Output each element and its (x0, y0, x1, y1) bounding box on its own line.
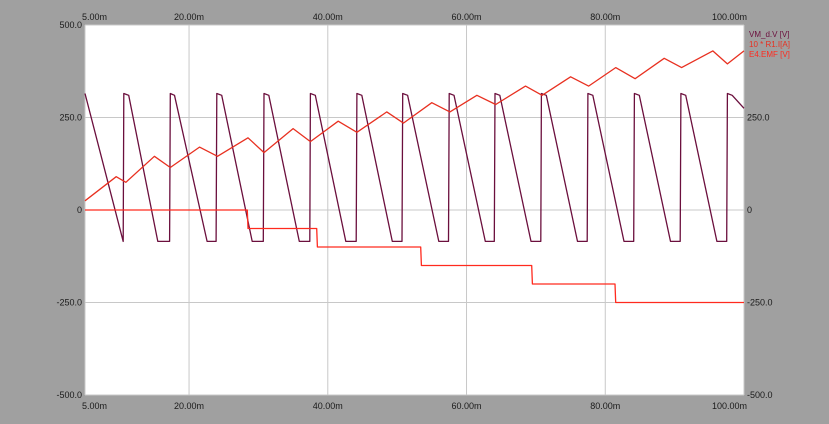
y-tick-label-left: 250.0 (59, 113, 82, 123)
y-tick-label-right: 0 (747, 205, 752, 215)
x-tick-label-top: 5.00m (82, 12, 107, 22)
y-tick-label-left: -500.0 (56, 390, 82, 400)
series-lines (84, 50, 745, 304)
y-tick-label-left: -250.0 (56, 298, 82, 308)
legend-entry: VM_d.V [V] (749, 30, 789, 39)
x-tick-label-bottom: 80.00m (590, 401, 620, 411)
legend-entry: 10 * R1.I[A] (749, 40, 790, 49)
y-tick-label-left: 500.0 (59, 20, 82, 30)
x-tick-label-top: 20.00m (174, 12, 204, 22)
x-tick-label-bottom: 20.00m (174, 401, 204, 411)
legend-entry: E4.EMF [V] (749, 50, 790, 59)
series-line-3 (85, 209, 744, 304)
x-tick-label-bottom: 100.00m (712, 401, 747, 411)
x-tick-label-bottom: 60.00m (452, 401, 482, 411)
y-tick-label-right: -500.0 (747, 390, 773, 400)
x-tick-label-top: 60.00m (452, 12, 482, 22)
legend: VM_d.V [V]10 * R1.I[A]E4.EMF [V] (749, 30, 790, 59)
y-tick-label-right: 250.0 (747, 113, 770, 123)
x-tick-label-bottom: 40.00m (313, 401, 343, 411)
x-tick-label-bottom: 5.00m (82, 401, 107, 411)
y-tick-label-right: -250.0 (747, 298, 773, 308)
series-line-2 (84, 50, 745, 202)
x-tick-label-top: 100.00m (712, 12, 747, 22)
axis-tick-labels: 5.00m 5.00m 20.00m 20.00m 40.00m 40.00m 60.00m… (56, 12, 772, 411)
x-tick-label-top: 40.00m (313, 12, 343, 22)
y-tick-label-left: 0 (77, 205, 82, 215)
x-tick-label-top: 80.00m (590, 12, 620, 22)
series-line-1 (84, 92, 745, 243)
